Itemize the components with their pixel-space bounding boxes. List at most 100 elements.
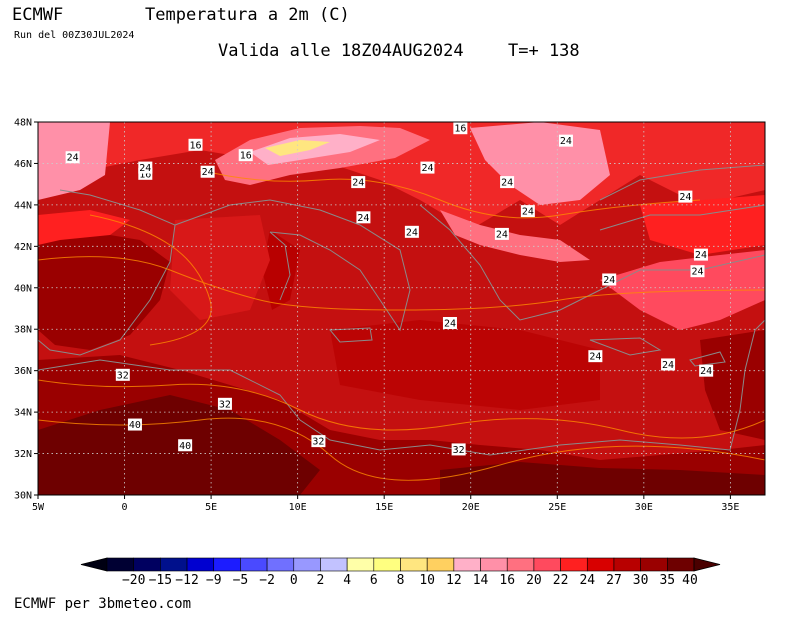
contour-label: 24 bbox=[693, 248, 708, 261]
colorbar-swatch bbox=[613, 557, 641, 572]
contour-label-bg bbox=[238, 149, 253, 162]
contour-label-bg bbox=[558, 134, 573, 147]
contour-label-text: 24 bbox=[406, 227, 418, 238]
contour-label: 24 bbox=[442, 317, 457, 330]
contour-label-text: 24 bbox=[522, 207, 534, 218]
colorbar-swatch bbox=[453, 557, 481, 572]
contour-label: 32 bbox=[311, 435, 326, 448]
lat-tick-label: 36N bbox=[14, 366, 32, 377]
contour-label-bg bbox=[188, 138, 203, 151]
run-time: Run del 00Z30JUL2024 bbox=[14, 30, 135, 41]
colorbar-label: −9 bbox=[206, 573, 222, 588]
contour-label-bg bbox=[115, 368, 130, 381]
contour-label: 16 bbox=[238, 149, 253, 162]
contour-label: 40 bbox=[178, 439, 193, 452]
lat-tick-label: 34N bbox=[14, 408, 32, 419]
contour-label-bg bbox=[356, 211, 371, 224]
colorbar-swatch bbox=[400, 557, 428, 572]
contour-label: 24 bbox=[690, 265, 705, 278]
colorbar-label: 14 bbox=[473, 573, 489, 588]
contour-label: 24 bbox=[558, 134, 573, 147]
contour-label: 16 bbox=[453, 122, 468, 135]
contour-label-text: 24 bbox=[357, 213, 369, 224]
contour-label-text: 24 bbox=[352, 178, 364, 189]
lon-tick-label: 35E bbox=[721, 502, 739, 513]
colorbar-swatch bbox=[480, 557, 508, 572]
contour-label: 24 bbox=[678, 190, 693, 203]
lon-tick-label: 10E bbox=[289, 502, 307, 513]
contour-label-bg bbox=[200, 165, 215, 178]
lon-tick-label: 20E bbox=[462, 502, 480, 513]
latitude-labels: 48N 46N 44N 42N 40N 38N 36N 34N 32N 30N bbox=[14, 118, 38, 502]
colorbar-label: 40 bbox=[682, 573, 698, 588]
contour-label: 32 bbox=[451, 443, 466, 456]
forecast-step: T=+ 138 bbox=[508, 41, 580, 61]
contour-label-bg bbox=[451, 443, 466, 456]
contour-label-bg bbox=[602, 273, 617, 286]
colorbar-label: −20 bbox=[122, 573, 145, 588]
colorbar-label: −15 bbox=[149, 573, 172, 588]
valid-time: Valida alle 18Z04AUG2024 bbox=[218, 41, 464, 61]
contour-label-text: 24 bbox=[139, 163, 151, 174]
colorbar-swatch bbox=[346, 557, 375, 572]
model-name: ECMWF bbox=[12, 5, 64, 25]
contour-label-bg bbox=[217, 397, 232, 410]
colorbar-swatch bbox=[240, 557, 268, 572]
contour-label-text: 24 bbox=[560, 136, 572, 147]
contour-label: 32 bbox=[217, 397, 232, 410]
contour-label-text: 32 bbox=[312, 437, 324, 448]
contour-label-text: 24 bbox=[603, 275, 615, 286]
contour-label-text: 24 bbox=[501, 178, 513, 189]
colorbar-label: 20 bbox=[526, 573, 542, 588]
lon-tick-label: 15E bbox=[375, 502, 393, 513]
contour-label-bg bbox=[351, 176, 366, 189]
colorbar-swatch bbox=[506, 557, 535, 572]
contour-label: 24 bbox=[351, 176, 366, 189]
lon-tick-label: 5W bbox=[32, 502, 45, 513]
contour-label-text: 24 bbox=[67, 153, 79, 164]
lon-tick-label: 30E bbox=[635, 502, 653, 513]
colorbar-swatch bbox=[293, 557, 321, 572]
colorbar-label: −5 bbox=[233, 573, 249, 588]
contour-label: 24 bbox=[699, 364, 714, 377]
contour-label: 24 bbox=[356, 211, 371, 224]
contour-label-bg bbox=[65, 151, 80, 164]
contour-label: 40 bbox=[127, 418, 142, 431]
contour-label: 24 bbox=[661, 358, 676, 371]
contour-label-bg bbox=[404, 225, 419, 238]
colorbar-swatch bbox=[373, 557, 401, 572]
coastlines bbox=[38, 164, 765, 456]
colorbar-label: 10 bbox=[419, 573, 435, 588]
lat-tick-label: 38N bbox=[14, 325, 32, 336]
contour-label-text: 24 bbox=[679, 192, 691, 203]
colorbar-label: 35 bbox=[659, 573, 675, 588]
contour-label-bg bbox=[693, 248, 708, 261]
colorbar-swatch bbox=[560, 557, 588, 572]
colorbar-label: 30 bbox=[633, 573, 649, 588]
lat-tick-label: 44N bbox=[14, 200, 32, 211]
contour-label: 24 bbox=[602, 273, 617, 286]
colorbar-swatch bbox=[213, 557, 241, 572]
colorbar-swatch bbox=[667, 557, 695, 572]
contour-label: 24 bbox=[404, 225, 419, 238]
colorbar-label: 12 bbox=[446, 573, 462, 588]
colorbar-max-arrow bbox=[693, 557, 721, 572]
contour-label: 24 bbox=[65, 151, 80, 164]
colorbar-min-arrow bbox=[80, 557, 108, 572]
contour-label-text: 24 bbox=[662, 360, 674, 371]
colorbar-label: 4 bbox=[343, 573, 351, 588]
colorbar-label: 2 bbox=[317, 573, 325, 588]
contour-label-text: 24 bbox=[700, 366, 712, 377]
contour-lines bbox=[38, 169, 765, 481]
contour-label: 24 bbox=[588, 350, 603, 363]
colorbar-swatch bbox=[426, 557, 455, 572]
contour-label: 24 bbox=[500, 176, 515, 189]
colorbar-label: 8 bbox=[397, 573, 405, 588]
colorbar-swatch bbox=[320, 557, 348, 572]
contour-label-text: 24 bbox=[695, 250, 707, 261]
contour-label-bg bbox=[127, 418, 142, 431]
contour-label-bg bbox=[500, 176, 515, 189]
lat-tick-label: 46N bbox=[14, 159, 32, 170]
colorbar-swatch bbox=[186, 557, 215, 572]
